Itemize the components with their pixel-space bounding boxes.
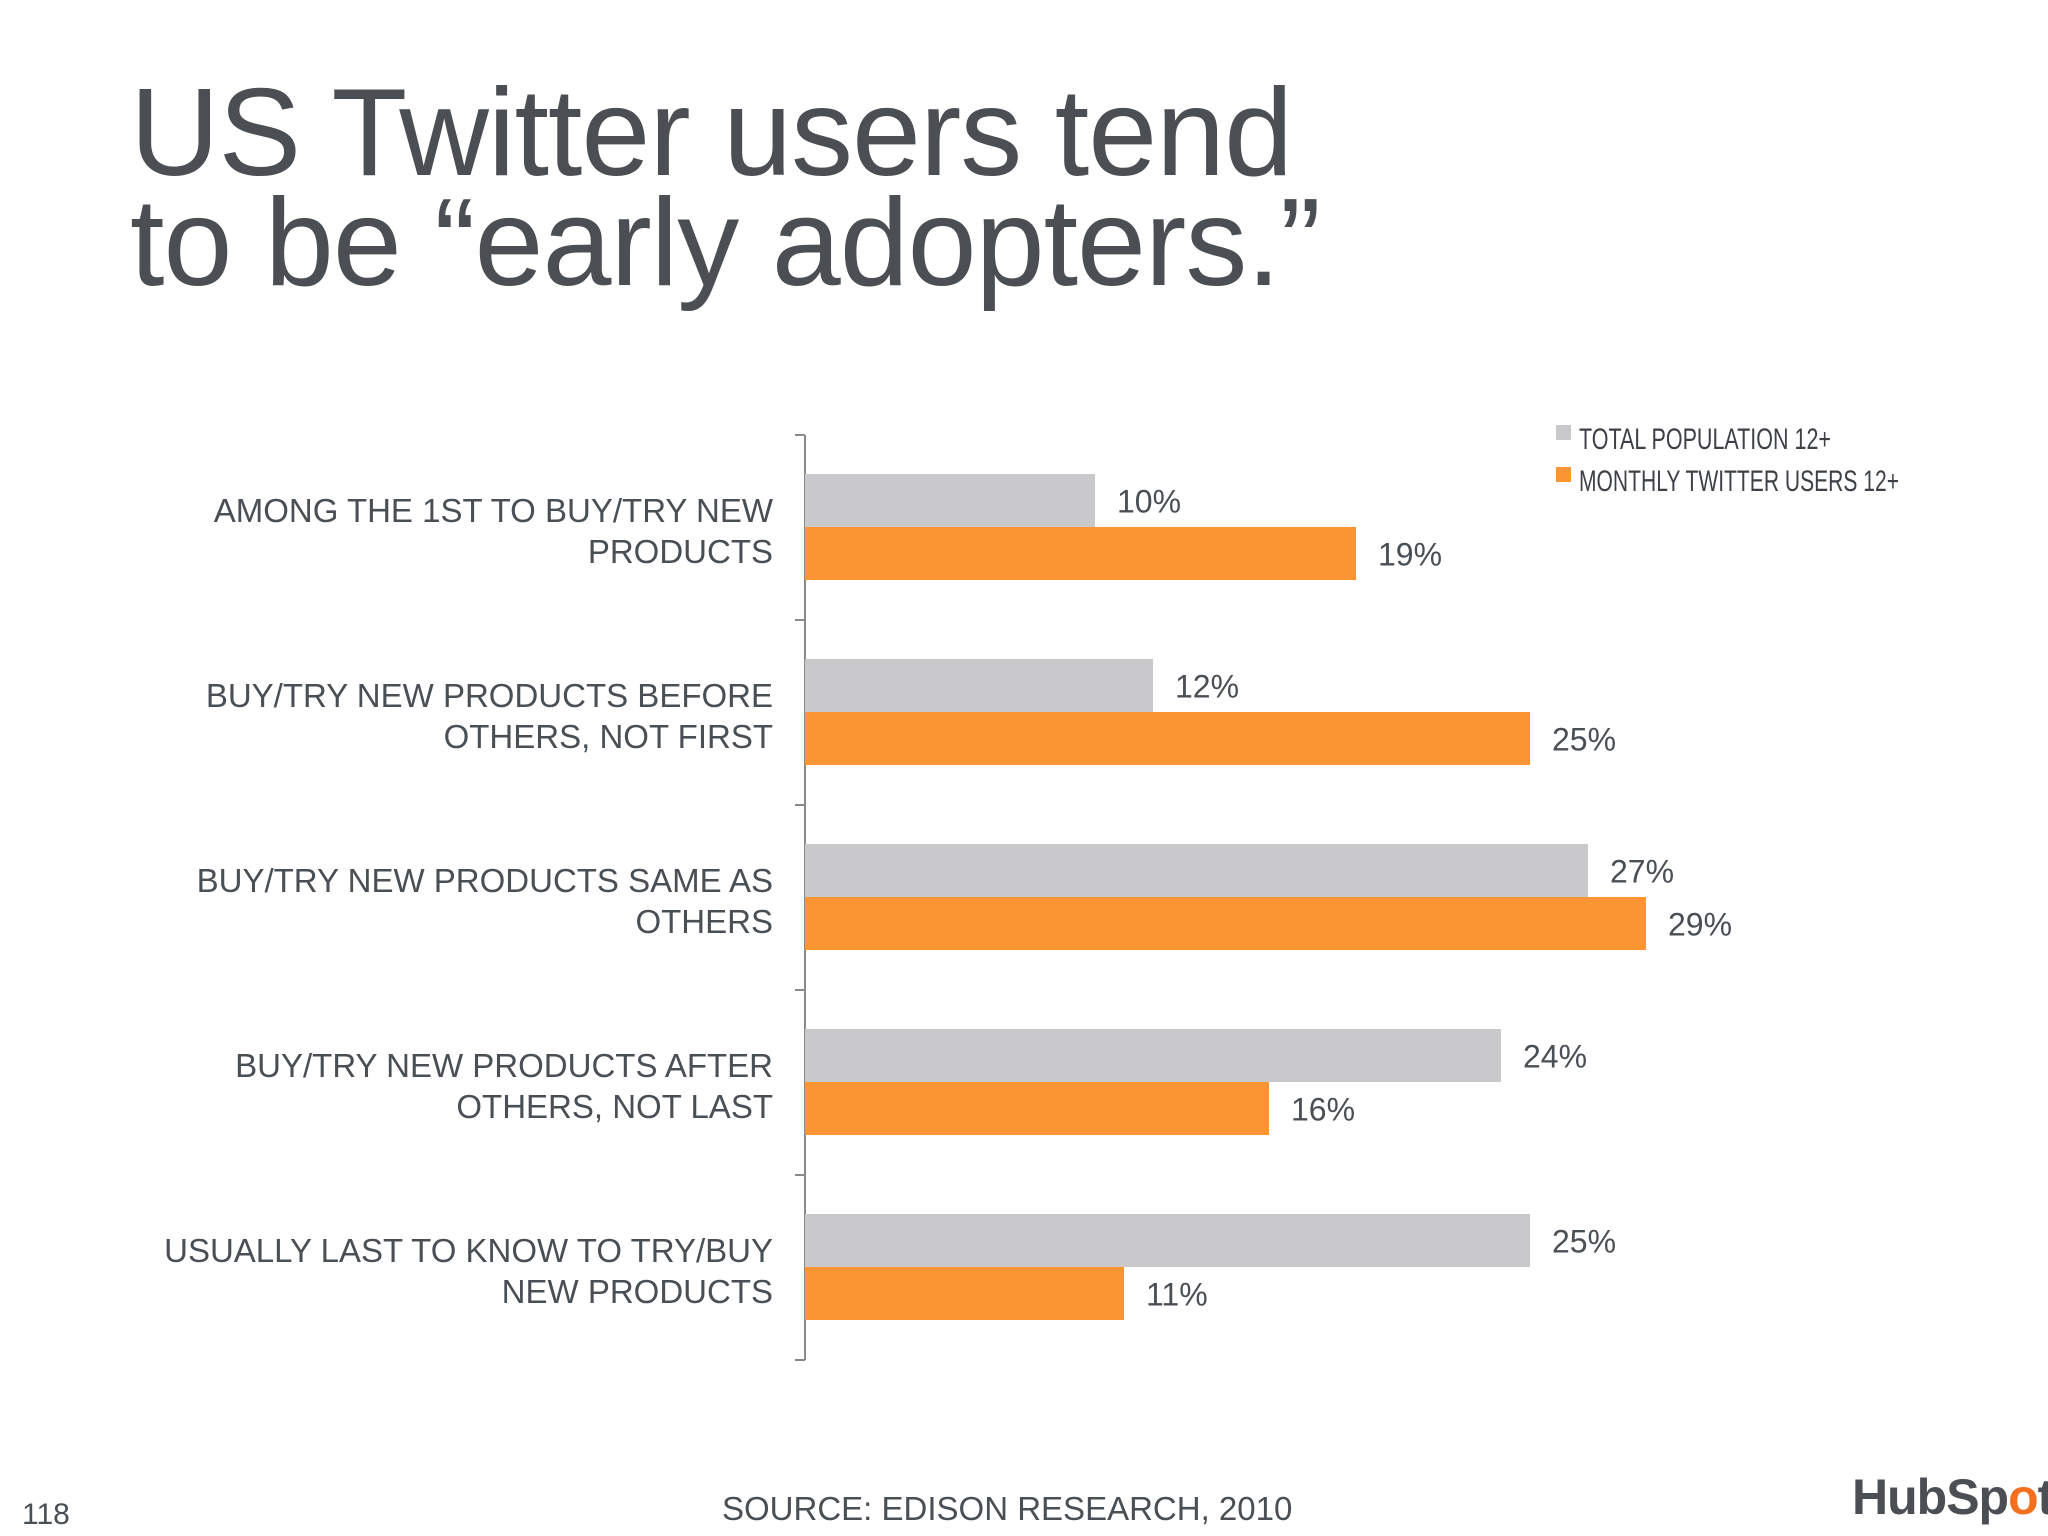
bar-total-population bbox=[805, 659, 1153, 712]
bar-twitter-users bbox=[805, 527, 1356, 580]
bar-total-population bbox=[805, 844, 1588, 897]
bar-twitter-users bbox=[805, 1267, 1124, 1320]
category-label: AMONG THE 1ST TO BUY/TRY NEW bbox=[214, 492, 774, 529]
bar-total-population bbox=[805, 474, 1095, 527]
bar-twitter-users bbox=[805, 1082, 1269, 1135]
value-labels: 10% 19% 12% 25% 27% 29% 24% 16% 25% 11% bbox=[1117, 484, 1732, 1313]
bar-total-population bbox=[805, 1214, 1530, 1267]
value-label: 24% bbox=[1523, 1039, 1587, 1075]
hubspot-logo: HubSpot bbox=[1852, 1469, 2048, 1525]
category-label: BUY/TRY NEW PRODUCTS AFTER bbox=[235, 1047, 773, 1084]
category-label: BUY/TRY NEW PRODUCTS BEFORE bbox=[206, 677, 773, 714]
category-label: BUY/TRY NEW PRODUCTS SAME AS bbox=[197, 862, 773, 899]
slide-title-line-1: US Twitter users tend bbox=[130, 64, 1293, 202]
category-label: OTHERS bbox=[635, 903, 773, 940]
page-number: 118 bbox=[22, 1498, 70, 1531]
category-label: NEW PRODUCTS bbox=[502, 1273, 773, 1310]
legend-label: MONTHLY TWITTER USERS 12+ bbox=[1579, 465, 1899, 498]
category-label: OTHERS, NOT FIRST bbox=[444, 718, 773, 755]
value-label: 11% bbox=[1146, 1277, 1208, 1313]
value-label: 10% bbox=[1117, 484, 1181, 520]
value-label: 16% bbox=[1291, 1092, 1355, 1128]
category-axis bbox=[795, 434, 806, 1361]
legend-label: TOTAL POPULATION 12+ bbox=[1579, 423, 1831, 456]
value-label: 12% bbox=[1175, 669, 1239, 705]
value-label: 25% bbox=[1552, 722, 1616, 758]
legend-swatch bbox=[1556, 467, 1571, 482]
value-label: 27% bbox=[1610, 854, 1674, 890]
category-label: USUALLY LAST TO KNOW TO TRY/BUY bbox=[164, 1232, 773, 1269]
category-label: PRODUCTS bbox=[588, 533, 773, 570]
bar-twitter-users bbox=[805, 897, 1646, 950]
slide-title-line-2: to be “early adopters.” bbox=[130, 174, 1321, 312]
bar-total-population bbox=[805, 1029, 1501, 1082]
value-label: 29% bbox=[1668, 907, 1732, 943]
value-label: 25% bbox=[1552, 1224, 1616, 1260]
bar-twitter-users bbox=[805, 712, 1530, 765]
slide-title: US Twitter users tend to be “early adopt… bbox=[130, 64, 1321, 312]
source-note: SOURCE: EDISON RESEARCH, 2010 bbox=[722, 1490, 1293, 1527]
category-labels: AMONG THE 1ST TO BUY/TRY NEW PRODUCTS BUY/… bbox=[164, 492, 774, 1310]
value-label: 19% bbox=[1378, 537, 1442, 573]
bar-series bbox=[805, 474, 1646, 1320]
legend-swatch bbox=[1556, 425, 1571, 440]
chart-legend: TOTAL POPULATION 12+ MONTHLY TWITTER USER… bbox=[1556, 423, 1899, 498]
category-label: OTHERS, NOT LAST bbox=[456, 1088, 773, 1125]
